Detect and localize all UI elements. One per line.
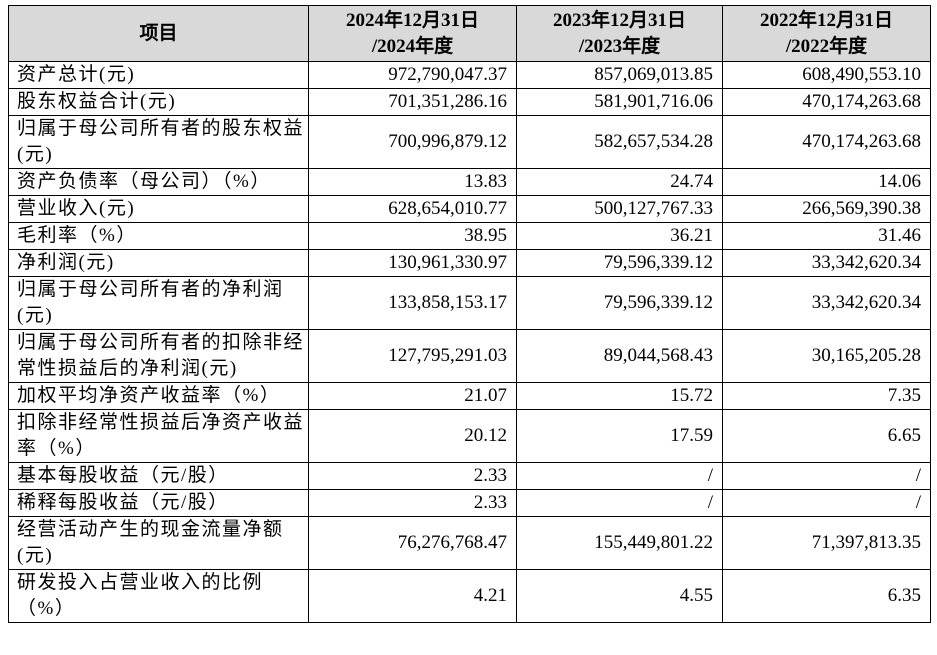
value-cell: 6.65 [722,409,931,463]
value-cell: / [516,462,723,490]
value-cell: 14.06 [722,168,931,196]
header-cell: 2024年12月31日 /2024年度 [308,5,517,62]
value-cell: 2.33 [308,489,517,517]
table-row: 资产负债率（母公司）（%） 13.83 24.74 14.06 [8,168,931,196]
value-cell: 21.07 [308,382,517,410]
value-cell: 33,342,620.34 [722,276,931,330]
value-cell: 130,961,330.97 [308,249,517,277]
value-cell: 13.83 [308,168,517,196]
value-cell: 15.72 [516,382,723,410]
table-row: 股东权益合计(元) 701,351,286.16 581,901,716.06 470… [8,88,931,116]
value-cell: 701,351,286.16 [308,88,517,116]
value-cell: 6.35 [722,569,931,623]
row-label: 营业收入(元) [8,195,309,223]
header-cell: 2023年12月31日 /2023年度 [516,5,723,62]
table-row: 毛利率（%） 38.95 36.21 31.46 [8,222,931,250]
value-cell: 7.35 [722,382,931,410]
value-cell: 24.74 [516,168,723,196]
row-label: 研发投入占营业收入的比例（%） [8,569,309,623]
value-cell: 470,174,263.68 [722,115,931,169]
row-label: 归属于母公司所有者的净利润(元) [8,276,309,330]
value-cell: 581,901,716.06 [516,88,723,116]
row-label: 扣除非经常性损益后净资产收益率（%） [8,409,309,463]
value-cell: 4.55 [516,569,723,623]
table-row: 归属于母公司所有者的股东权益(元) 700,996,879.12 582,657,5… [8,115,931,169]
table-header: 项目 2024年12月31日 /2024年度 2023年12月31日 /2023年度… [8,5,931,62]
value-cell: 628,654,010.77 [308,195,517,223]
table-row: 资产总计(元) 972,790,047.37 857,069,013.85 608,4… [8,61,931,89]
value-cell: 71,397,813.35 [722,516,931,570]
table-row: 研发投入占营业收入的比例（%） 4.21 4.55 6.35 [8,569,931,623]
table-body: 资产总计(元) 972,790,047.37 857,069,013.85 608,4… [8,61,931,623]
header-row: 项目 2024年12月31日 /2024年度 2023年12月31日 /2023年度… [8,5,931,62]
value-cell: 17.59 [516,409,723,463]
table-row: 经营活动产生的现金流量净额(元) 76,276,768.47 155,449,801… [8,516,931,570]
value-cell: 500,127,767.33 [516,195,723,223]
row-label: 净利润(元) [8,249,309,277]
table-row: 归属于母公司所有者的扣除非经常性损益后的净利润(元) 127,795,291.03… [8,329,931,383]
value-cell: 972,790,047.37 [308,61,517,89]
row-label: 毛利率（%） [8,222,309,250]
value-cell: 127,795,291.03 [308,329,517,383]
value-cell: 76,276,768.47 [308,516,517,570]
table-row: 营业收入(元) 628,654,010.77 500,127,767.33 266,5… [8,195,931,223]
row-label: 归属于母公司所有者的扣除非经常性损益后的净利润(元) [8,329,309,383]
value-cell: 470,174,263.68 [722,88,931,116]
value-cell: 30,165,205.28 [722,329,931,383]
value-cell: / [722,462,931,490]
value-cell: 20.12 [308,409,517,463]
row-label: 经营活动产生的现金流量净额(元) [8,516,309,570]
value-cell: 155,449,801.22 [516,516,723,570]
value-cell: 79,596,339.12 [516,249,723,277]
row-label: 资产总计(元) [8,61,309,89]
value-cell: 79,596,339.12 [516,276,723,330]
table-row: 基本每股收益（元/股） 2.33// [8,462,931,490]
value-cell: 700,996,879.12 [308,115,517,169]
table-row: 稀释每股收益（元/股） 2.33// [8,489,931,517]
value-cell: 608,490,553.10 [722,61,931,89]
table-row: 净利润(元) 130,961,330.97 79,596,339.12 33,342,… [8,249,931,277]
row-label: 基本每股收益（元/股） [8,462,309,490]
table-container: 项目 2024年12月31日 /2024年度 2023年12月31日 /2023年度… [8,5,931,623]
value-cell: 133,858,153.17 [308,276,517,330]
value-cell: 2.33 [308,462,517,490]
table-row: 加权平均净资产收益率（%） 21.07 15.72 7.35 [8,382,931,410]
row-label: 稀释每股收益（元/股） [8,489,309,517]
header-cell: 项目 [8,5,309,62]
value-cell: 857,069,013.85 [516,61,723,89]
value-cell: 33,342,620.34 [722,249,931,277]
value-cell: 31.46 [722,222,931,250]
row-label: 加权平均净资产收益率（%） [8,382,309,410]
value-cell: / [516,489,723,517]
value-cell: 89,044,568.43 [516,329,723,383]
row-label: 归属于母公司所有者的股东权益(元) [8,115,309,169]
value-cell: 4.21 [308,569,517,623]
table-row: 归属于母公司所有者的净利润(元) 133,858,153.17 79,596,339… [8,276,931,330]
value-cell: 266,569,390.38 [722,195,931,223]
table-row: 扣除非经常性损益后净资产收益率（%） 20.12 17.59 6.65 [8,409,931,463]
row-label: 资产负债率（母公司）（%） [8,168,309,196]
financial-table: 项目 2024年12月31日 /2024年度 2023年12月31日 /2023年度… [8,5,931,623]
row-label: 股东权益合计(元) [8,88,309,116]
value-cell: 582,657,534.28 [516,115,723,169]
value-cell: / [722,489,931,517]
value-cell: 38.95 [308,222,517,250]
header-cell: 2022年12月31日 /2022年度 [722,5,931,62]
value-cell: 36.21 [516,222,723,250]
